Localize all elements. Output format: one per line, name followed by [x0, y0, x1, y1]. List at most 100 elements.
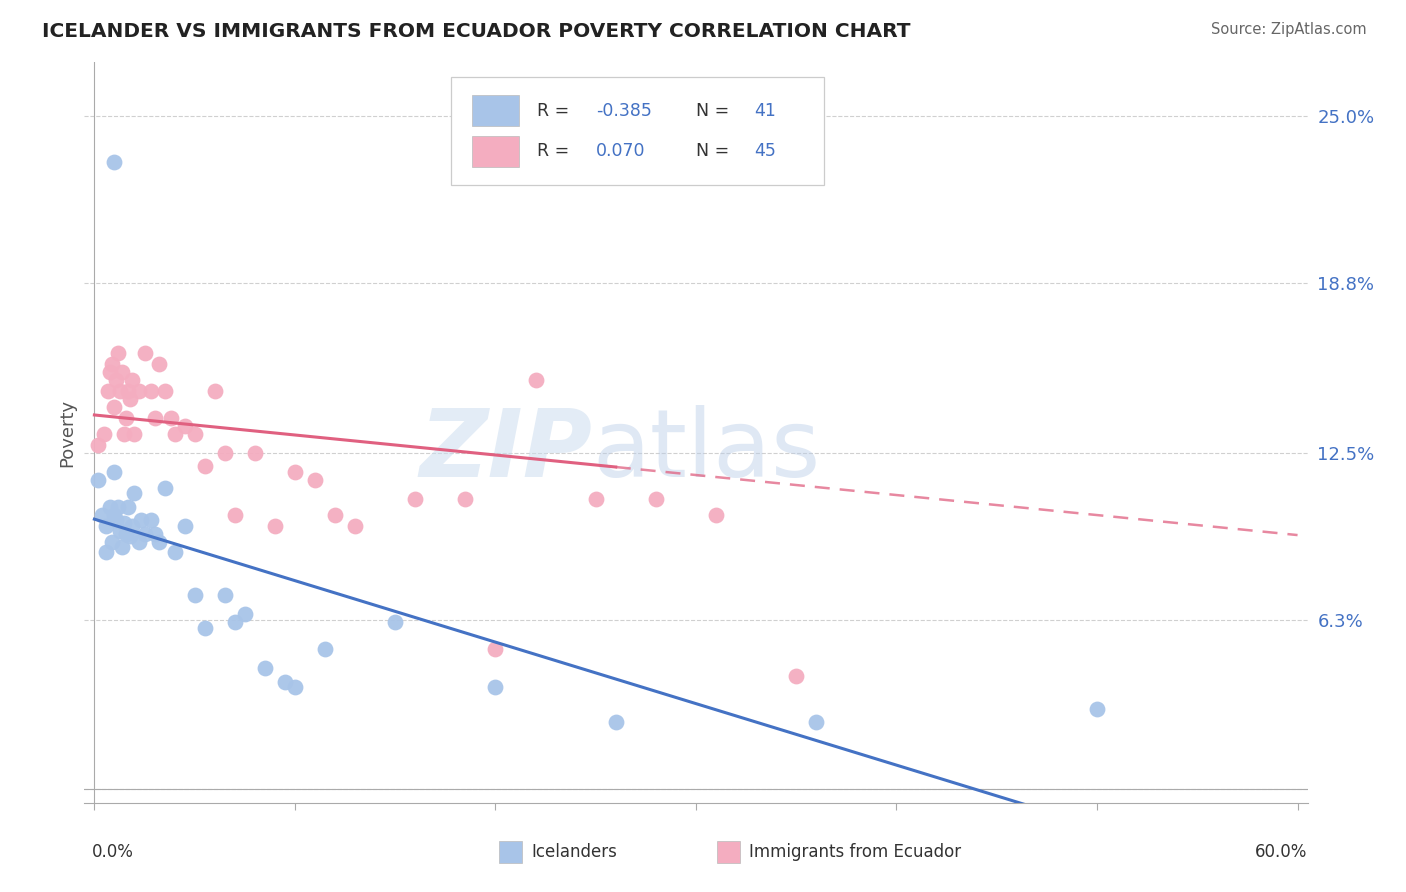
Point: [585, 491, 607, 506]
Point: [173, 418, 195, 433]
Point: [253, 661, 276, 675]
Point: [117, 500, 139, 514]
Point: [117, 384, 139, 398]
Point: [105, 373, 128, 387]
Point: [87, 438, 110, 452]
Point: [484, 642, 506, 657]
Point: [100, 365, 122, 379]
Point: [284, 680, 307, 694]
Point: [263, 518, 285, 533]
Point: [103, 400, 125, 414]
Point: [107, 346, 129, 360]
Point: [404, 491, 426, 506]
Point: [120, 392, 142, 406]
Text: 41: 41: [755, 102, 776, 120]
Point: [103, 465, 125, 479]
Point: [214, 446, 236, 460]
Point: [129, 513, 152, 527]
Point: [87, 473, 110, 487]
Text: R =: R =: [537, 143, 575, 161]
Point: [148, 357, 170, 371]
Point: [124, 427, 146, 442]
Point: [183, 589, 205, 603]
Point: [96, 545, 118, 559]
Point: [91, 508, 114, 522]
Point: [105, 513, 128, 527]
Point: [111, 540, 134, 554]
Point: [101, 357, 124, 371]
FancyBboxPatch shape: [472, 95, 519, 126]
Point: [524, 373, 547, 387]
Y-axis label: Poverty: Poverty: [58, 399, 76, 467]
Point: [153, 384, 176, 398]
Point: [605, 714, 627, 729]
Point: [163, 427, 186, 442]
Point: [110, 524, 132, 538]
Point: [454, 491, 477, 506]
Point: [148, 534, 170, 549]
Point: [484, 680, 506, 694]
Point: [111, 365, 134, 379]
Text: 0.070: 0.070: [596, 143, 645, 161]
Point: [120, 529, 142, 543]
Point: [159, 410, 181, 425]
Text: N =: N =: [696, 143, 735, 161]
Point: [644, 491, 666, 506]
Text: 0.0%: 0.0%: [91, 843, 134, 861]
Point: [143, 526, 166, 541]
Point: [121, 373, 143, 387]
Point: [103, 155, 125, 169]
Text: ZIP: ZIP: [419, 405, 592, 497]
Text: 45: 45: [755, 143, 776, 161]
Text: -0.385: -0.385: [596, 102, 651, 120]
Point: [134, 346, 156, 360]
Point: [785, 669, 807, 683]
Point: [806, 714, 828, 729]
Point: [194, 459, 217, 474]
Point: [153, 481, 176, 495]
Point: [224, 615, 246, 630]
Point: [110, 384, 132, 398]
Point: [204, 384, 226, 398]
Point: [97, 384, 120, 398]
Point: [93, 427, 115, 442]
Point: [101, 534, 124, 549]
Point: [115, 410, 138, 425]
Point: [139, 384, 162, 398]
Text: R =: R =: [537, 102, 575, 120]
FancyBboxPatch shape: [451, 78, 824, 185]
Point: [100, 500, 122, 514]
Point: [214, 589, 236, 603]
Point: [115, 526, 138, 541]
Text: Icelanders: Icelanders: [531, 843, 617, 861]
Point: [183, 427, 205, 442]
Text: N =: N =: [696, 102, 735, 120]
Text: 60.0%: 60.0%: [1256, 843, 1308, 861]
Point: [384, 615, 406, 630]
Point: [124, 486, 146, 500]
Point: [173, 518, 195, 533]
Point: [344, 518, 367, 533]
Point: [114, 516, 136, 530]
Point: [274, 674, 297, 689]
Text: atlas: atlas: [592, 405, 820, 497]
Point: [163, 545, 186, 559]
Point: [139, 513, 162, 527]
Text: ICELANDER VS IMMIGRANTS FROM ECUADOR POVERTY CORRELATION CHART: ICELANDER VS IMMIGRANTS FROM ECUADOR POV…: [42, 22, 911, 41]
Text: Source: ZipAtlas.com: Source: ZipAtlas.com: [1211, 22, 1367, 37]
Point: [134, 526, 156, 541]
Point: [243, 446, 266, 460]
Point: [121, 518, 143, 533]
Point: [224, 508, 246, 522]
Point: [1085, 701, 1108, 715]
Point: [284, 465, 307, 479]
FancyBboxPatch shape: [472, 136, 519, 167]
Point: [103, 508, 125, 522]
Point: [96, 518, 118, 533]
Point: [304, 473, 326, 487]
Point: [194, 621, 217, 635]
Point: [107, 500, 129, 514]
Point: [128, 534, 150, 549]
Point: [233, 607, 256, 622]
Point: [114, 427, 136, 442]
